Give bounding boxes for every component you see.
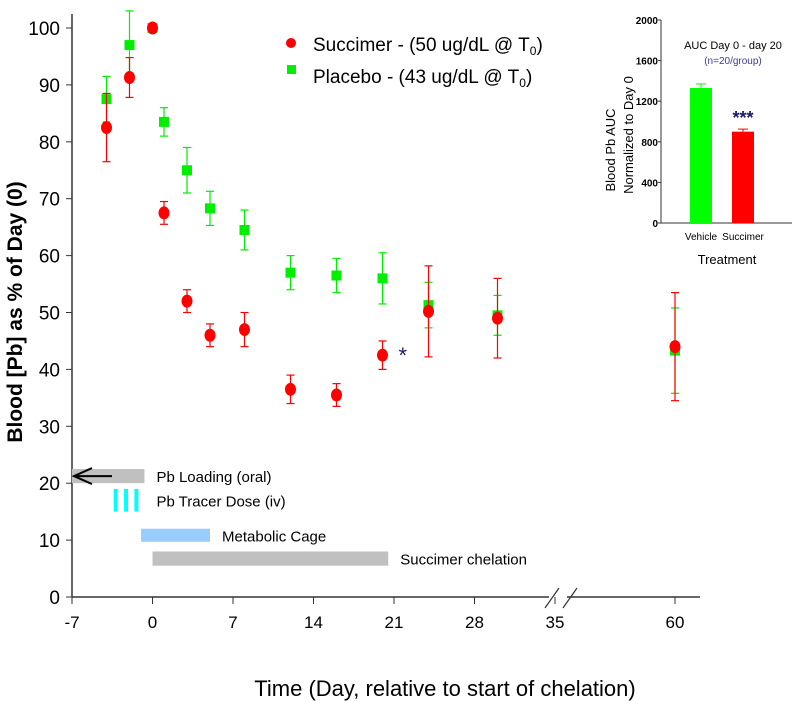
- data-point-succimer: [204, 328, 216, 342]
- x-axis-label: Time (Day, relative to start of chelatio…: [254, 676, 635, 701]
- data-point-placebo: [239, 224, 250, 235]
- axis-break-mark: [562, 587, 578, 609]
- annotation-label: Succimer chelation: [400, 552, 527, 569]
- y-tick-label: 0: [49, 588, 60, 609]
- inset-bar-vehicle: [690, 88, 712, 223]
- annotation-label: Metabolic Cage: [222, 528, 326, 545]
- data-point-succimer: [423, 304, 434, 318]
- x-tick-label: 60: [666, 613, 685, 632]
- data-point-placebo: [285, 267, 296, 278]
- data-point-succimer: [239, 323, 250, 337]
- legend-label-placebo: Placebo - (43 ug/dL @ T0): [313, 67, 532, 90]
- x-tick-label: 28: [465, 613, 484, 632]
- inset-y-axis-label-line2: Normalized to Day 0: [621, 76, 636, 194]
- inset-significance: ***: [732, 108, 753, 128]
- legend: Succimer - (50 ug/dL @ T0) Placebo - (43…: [286, 35, 543, 90]
- annotation-bar: [152, 551, 389, 566]
- inset-category-label: Vehicle: [685, 232, 718, 243]
- annotation-label: Pb Tracer Dose (iv): [156, 493, 285, 510]
- data-point-placebo: [377, 273, 388, 284]
- data-point-placebo: [124, 40, 135, 51]
- data-point-succimer: [377, 348, 388, 362]
- data-point-succimer: [669, 340, 681, 354]
- significance-marker: *: [399, 343, 408, 368]
- data-point-succimer: [331, 388, 342, 402]
- y-tick-label: 90: [39, 76, 60, 97]
- inset-y-tick-label: 800: [641, 138, 658, 149]
- inset-y-axis-label-line1: Blood Pb AUC: [603, 108, 618, 191]
- data-point-succimer: [285, 382, 296, 396]
- inset-y-tick-label: 2000: [636, 16, 659, 27]
- y-tick-label: 10: [39, 531, 60, 552]
- legend-marker-succimer: [286, 38, 296, 48]
- data-point-placebo: [182, 165, 192, 176]
- inset-y-tick-label: 400: [641, 178, 658, 189]
- inset-y-tick-label: 1200: [636, 97, 659, 108]
- y-axis-label: Blood [Pb] as % of Day (0): [4, 181, 27, 442]
- inset-title: AUC Day 0 - day 20: [684, 40, 782, 52]
- data-point-succimer: [124, 71, 135, 85]
- annotation-bar: [141, 528, 210, 542]
- annotation-label: Pb Loading (oral): [156, 469, 271, 486]
- data-point-placebo: [159, 116, 169, 127]
- x-tick-label: 21: [385, 613, 404, 632]
- data-point-succimer: [158, 206, 170, 220]
- x-tick-label: 14: [304, 613, 323, 632]
- data-point-succimer: [101, 121, 112, 135]
- data-point-succimer: [147, 21, 158, 35]
- y-tick-label: 80: [39, 133, 60, 154]
- data-point-placebo: [331, 270, 342, 281]
- axis-break-mark: [544, 587, 560, 609]
- data-point-succimer: [492, 311, 503, 325]
- arrow-left-icon: [71, 467, 112, 486]
- legend-marker-placebo: [287, 65, 296, 74]
- x-tick-label: -7: [64, 613, 79, 632]
- y-tick-label: 30: [39, 417, 60, 438]
- inset-category-label: Succimer: [722, 232, 764, 243]
- y-tick-label: 20: [39, 474, 60, 495]
- inset-y-tick-label: 0: [652, 219, 658, 230]
- y-tick-label: 50: [39, 304, 60, 325]
- inset-subtitle: (n=20/group): [704, 56, 762, 67]
- legend-label-succimer: Succimer - (50 ug/dL @ T0): [313, 35, 543, 58]
- data-point-succimer: [181, 294, 193, 308]
- data-point-placebo: [205, 203, 215, 214]
- y-tick-label: 60: [39, 247, 60, 268]
- inset-x-axis-label: Treatment: [698, 252, 757, 267]
- y-tick-label: 100: [28, 19, 60, 40]
- x-tick-label: 7: [228, 613, 237, 632]
- x-tick-label: 35: [546, 613, 565, 632]
- y-tick-label: 40: [39, 360, 60, 381]
- inset-y-tick-label: 1600: [636, 57, 659, 68]
- y-tick-label: 70: [39, 190, 60, 211]
- inset-bar-succimer: [732, 131, 754, 223]
- x-tick-label: 0: [148, 613, 157, 632]
